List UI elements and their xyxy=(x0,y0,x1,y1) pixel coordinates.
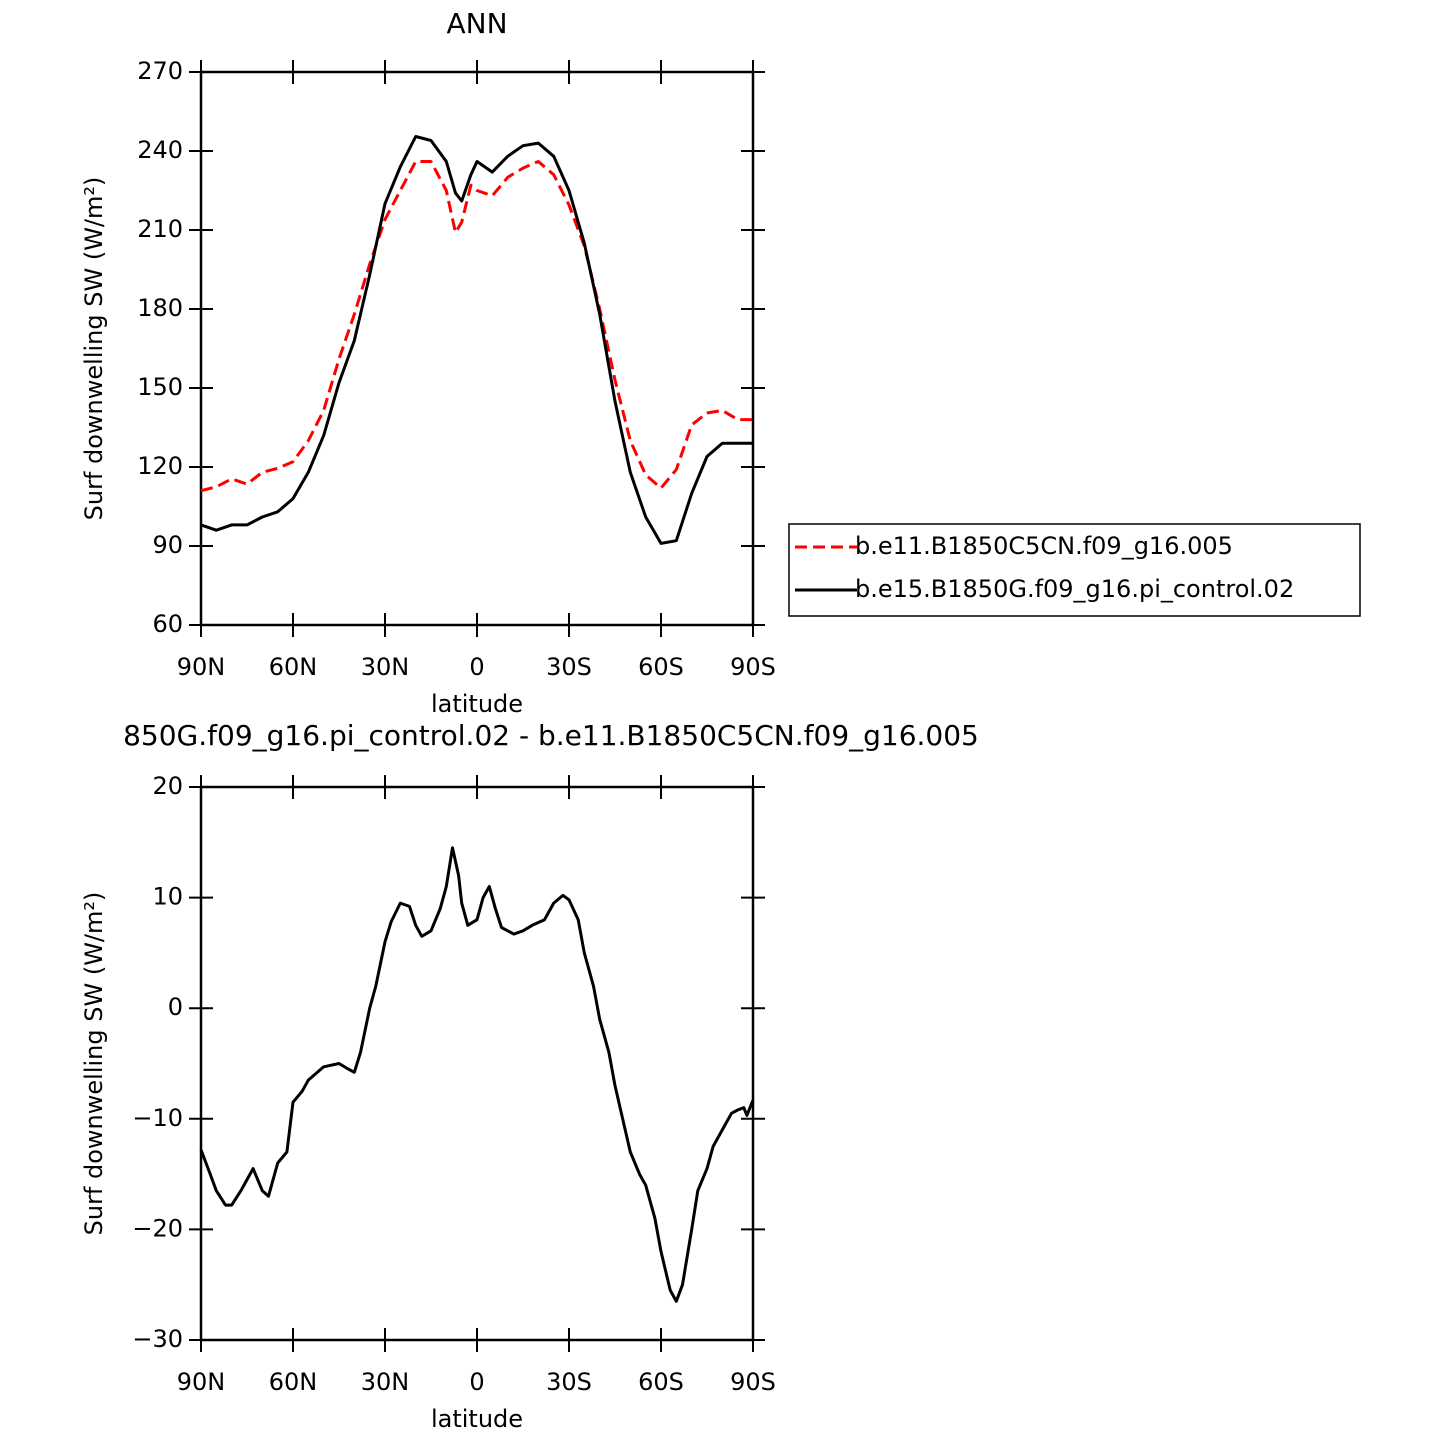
y-axis-label: Surf downwelling SW (W/m²) xyxy=(80,177,108,521)
x-tick-label: 90N xyxy=(177,653,226,681)
y-tick-label: 60 xyxy=(152,610,183,638)
x-tick-label: 90N xyxy=(177,1368,226,1396)
x-tick-label: 90S xyxy=(730,653,776,681)
x-tick-label: 90S xyxy=(730,1368,776,1396)
x-tick-label: 0 xyxy=(469,653,484,681)
y-tick-label: 90 xyxy=(152,531,183,559)
y-tick-label: 270 xyxy=(137,57,183,85)
y-tick-label: 150 xyxy=(137,373,183,401)
x-tick-label: 60N xyxy=(269,1368,318,1396)
x-tick-label: 60S xyxy=(638,653,684,681)
chart-title: 850G.f09_g16.pi_control.02 - b.e11.B1850… xyxy=(123,719,979,752)
data-line xyxy=(200,160,753,493)
y-tick-label: 10 xyxy=(152,883,183,911)
y-tick-label: −20 xyxy=(132,1214,183,1242)
plot-frame xyxy=(199,70,755,627)
y-tick-label: 120 xyxy=(137,452,183,480)
x-tick-label: 60S xyxy=(638,1368,684,1396)
x-tick-label: 0 xyxy=(469,1368,484,1396)
x-tick-label: 30S xyxy=(546,653,592,681)
data-line xyxy=(199,846,755,1303)
y-tick-label: 180 xyxy=(137,294,183,322)
data-line xyxy=(200,135,753,545)
x-axis-label: latitude xyxy=(431,690,523,718)
y-tick-label: 0 xyxy=(168,993,183,1021)
legend-label: b.e15.B1850G.f09_g16.pi_control.02 xyxy=(855,575,1294,603)
x-tick-label: 30N xyxy=(361,1368,410,1396)
y-tick-label: 240 xyxy=(137,136,183,164)
plot-frame xyxy=(199,785,755,1342)
y-tick-label: 210 xyxy=(137,215,183,243)
x-tick-label: 60N xyxy=(269,653,318,681)
x-axis-label: latitude xyxy=(431,1405,523,1433)
x-tick-label: 30S xyxy=(546,1368,592,1396)
y-tick-label: 20 xyxy=(152,772,183,800)
y-tick-label: −30 xyxy=(132,1325,183,1353)
y-axis-label: Surf downwelling SW (W/m²) xyxy=(80,892,108,1236)
legend-label: b.e11.B1850C5CN.f09_g16.005 xyxy=(855,532,1233,560)
x-tick-label: 30N xyxy=(361,653,410,681)
legend-box xyxy=(788,523,1361,617)
chart-title: ANN xyxy=(446,7,507,40)
y-tick-label: −10 xyxy=(132,1104,183,1132)
